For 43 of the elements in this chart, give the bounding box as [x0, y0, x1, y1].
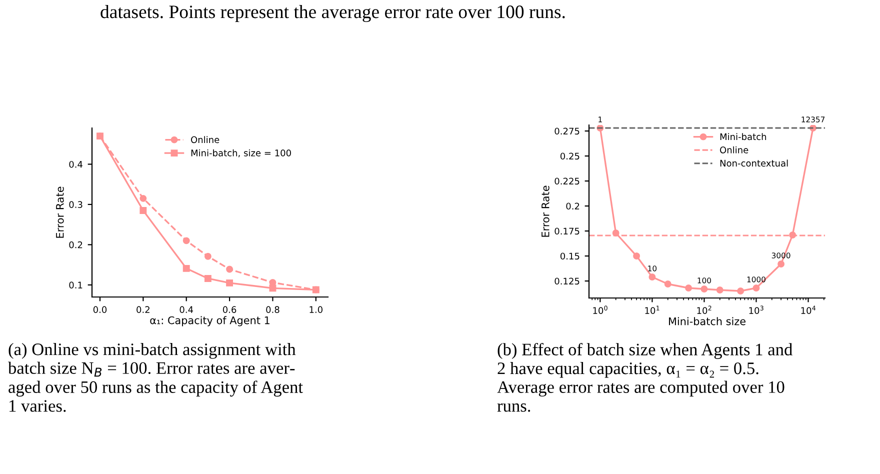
y-tick-label: 0.1 [69, 282, 82, 288]
y-tick-label: 0.225 [554, 178, 580, 185]
x-tick-label: 0.8 [266, 306, 280, 314]
y-tick-label: 0.25 [560, 152, 580, 160]
y-tick-label: 0.175 [554, 228, 580, 235]
x-tick-label: 10$^{2}$ [697, 306, 712, 314]
y-axis-title: Error Rate [56, 186, 64, 238]
y-tick-label: 0.15 [560, 252, 580, 260]
point [226, 266, 234, 273]
point [140, 207, 147, 214]
x-tick-label: 0.4 [180, 306, 194, 314]
y-tick-label: 0.275 [554, 128, 580, 135]
legend-label: Mini-batch [720, 133, 766, 140]
x-tick-label: 10$^{3}$ [749, 306, 764, 314]
legend-label: Non-contextual [720, 160, 788, 167]
text: (b) Effect of batch size when Agents 1 and 2 have equal capacities, α₁ = α₂ = 0.5. Average error rates are computed over 10 runs. [497, 343, 792, 412]
x-tick-label: 0.6 [222, 306, 236, 314]
point [226, 279, 234, 286]
legend-label: Online [191, 136, 220, 144]
x-tick-label: 10$^{0}$ [593, 306, 608, 314]
x-axis-title: Mini-batch size [668, 317, 746, 326]
point [140, 194, 147, 202]
y-tick-label: 0.4 [69, 160, 82, 168]
point [269, 284, 276, 292]
point [182, 264, 190, 272]
y-axis-title: Error Rate [542, 186, 550, 237]
y-tick-label: 0.2 [566, 202, 580, 210]
text: (a) Online vs mini-batch assignment with batch size N$_{B}$ = 100. Error rates are aver- aged over 50 runs as the capacity of Agent 1 varies. [8, 343, 303, 412]
y-tick-label: 0.3 [69, 201, 82, 208]
point [182, 237, 190, 244]
x-tick-label: 0.0 [93, 306, 107, 314]
legend-label: Online [720, 146, 748, 154]
x-tick-label: 10$^{1}$ [645, 306, 660, 314]
legend-label: Mini-batch, size = 100 [191, 149, 291, 158]
y-tick-label: 0.2 [69, 241, 82, 248]
x-tick-label: 10$^{4}$ [801, 306, 816, 314]
point [204, 252, 212, 260]
x-axis-title: α₁: Capacity of Agent 1 [150, 316, 270, 326]
point [204, 275, 212, 282]
x-tick-label: 1.0 [310, 306, 322, 314]
x-tick-label: 0.2 [136, 306, 150, 314]
text: datasets. Points represent the average error rate over 100 runs. [100, 5, 565, 22]
y-tick-label: 0.125 [554, 278, 580, 285]
